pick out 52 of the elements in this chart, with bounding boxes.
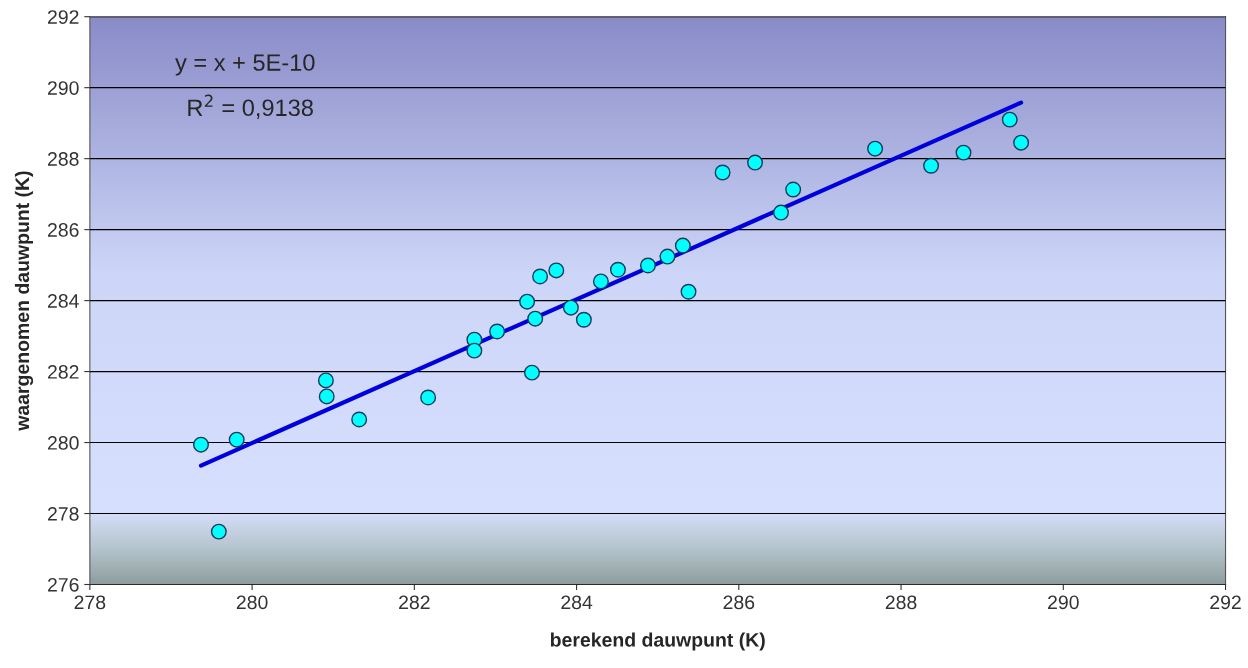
point	[532, 268, 549, 285]
point	[466, 342, 483, 359]
y-tick-label: 288	[47, 152, 79, 166]
point	[955, 144, 972, 161]
point	[317, 372, 334, 389]
point	[773, 204, 789, 221]
point	[714, 164, 731, 181]
point	[420, 389, 437, 406]
x-tick-label: 278	[74, 595, 106, 610]
x-tick-label: 286	[723, 595, 755, 610]
point	[674, 237, 691, 254]
point	[923, 157, 940, 174]
y-tick-label: 286	[47, 223, 79, 237]
point	[523, 364, 540, 381]
point	[519, 293, 536, 310]
point	[548, 262, 565, 279]
point	[351, 411, 368, 428]
point	[659, 248, 676, 265]
point	[562, 299, 579, 316]
point	[1013, 134, 1030, 151]
point	[639, 257, 656, 274]
point	[193, 436, 209, 453]
x-tick-label: 280	[236, 595, 268, 610]
point	[575, 311, 592, 328]
x-axis-title: berekend dauwpunt (K)	[550, 632, 765, 651]
annotation: y = x + 5E-10	[175, 54, 315, 76]
point	[1001, 111, 1018, 128]
y-tick-label: 282	[47, 365, 79, 379]
point	[747, 154, 764, 171]
x-tick-label: 282	[399, 595, 430, 610]
point	[785, 181, 802, 198]
point	[680, 283, 697, 300]
point	[228, 431, 245, 448]
point	[210, 523, 227, 540]
point	[592, 273, 609, 290]
y-axis-title: waargenomen dauwpunt (K)	[14, 171, 34, 431]
x-tick-label: 292	[1210, 595, 1241, 610]
x-tick-label: 288	[885, 595, 917, 610]
point	[867, 140, 884, 157]
x-tick-label: 290	[1048, 595, 1079, 610]
point	[318, 388, 335, 405]
annotation: R$^{2}$ = 0,9138	[188, 94, 313, 119]
y-tick-label: 290	[47, 81, 79, 95]
point	[609, 261, 626, 278]
y-tick-label: 278	[47, 506, 79, 521]
point	[489, 323, 506, 340]
y-tick-label: 276	[47, 577, 79, 592]
point	[527, 310, 544, 327]
y-tick-label: 280	[47, 436, 79, 450]
x-tick-label: 284	[561, 595, 593, 610]
y-tick-label: 284	[47, 294, 79, 308]
y-tick-label: 292	[47, 10, 79, 24]
